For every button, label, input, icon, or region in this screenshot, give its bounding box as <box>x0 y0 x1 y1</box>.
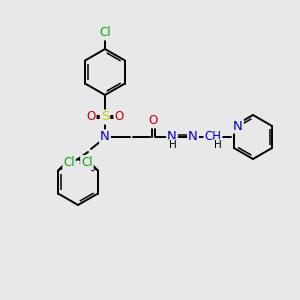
Text: Cl: Cl <box>81 156 93 169</box>
Text: N: N <box>188 130 198 143</box>
Text: O: O <box>86 110 96 124</box>
Text: N: N <box>167 130 177 143</box>
Text: N: N <box>100 130 110 143</box>
Text: Cl: Cl <box>99 26 111 40</box>
Text: O: O <box>114 110 124 124</box>
Text: O: O <box>148 115 158 128</box>
Text: N: N <box>233 119 243 133</box>
Text: S: S <box>101 110 109 124</box>
Text: H: H <box>214 140 222 150</box>
Text: CH: CH <box>205 130 221 143</box>
Text: H: H <box>169 140 177 150</box>
Text: Cl: Cl <box>63 156 75 169</box>
